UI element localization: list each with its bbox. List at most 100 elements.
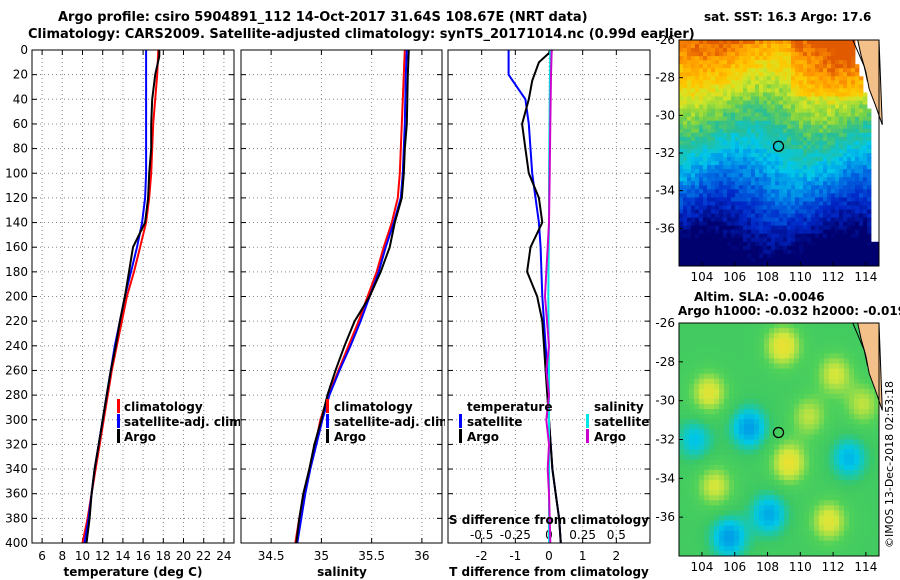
map-cell xyxy=(695,92,700,97)
map-cell xyxy=(874,414,880,420)
map-cell xyxy=(764,353,770,359)
map-cell xyxy=(799,485,805,491)
map-cell xyxy=(743,173,748,178)
map-cell xyxy=(687,177,692,182)
map-cell xyxy=(809,404,815,410)
map-cell xyxy=(819,132,824,138)
map-cell xyxy=(684,328,690,334)
map-cell xyxy=(843,245,848,251)
map-cell xyxy=(844,383,850,390)
map-cell xyxy=(739,40,744,45)
map-cell xyxy=(807,136,812,142)
map-cell xyxy=(723,56,728,61)
map-cell xyxy=(851,169,856,174)
map-cell xyxy=(839,424,845,430)
map-cell xyxy=(819,112,824,118)
map-cell xyxy=(867,165,872,170)
map-cell xyxy=(703,100,708,105)
map-cell xyxy=(874,404,880,410)
map-cell xyxy=(859,185,864,190)
map-cell xyxy=(847,144,852,150)
map-cell xyxy=(799,237,804,243)
map-cell xyxy=(684,510,690,516)
map-cell xyxy=(687,60,692,65)
map-cell xyxy=(751,261,756,267)
map-cell xyxy=(739,148,744,154)
map-cell xyxy=(749,520,755,527)
map-cell xyxy=(694,419,700,425)
map-cell xyxy=(707,48,712,53)
map-cell xyxy=(849,383,855,390)
map-cell xyxy=(864,368,870,375)
map-cell xyxy=(767,144,772,150)
map-cell xyxy=(729,510,735,516)
map-cell xyxy=(763,136,768,142)
map-cell xyxy=(771,124,776,130)
map-cell xyxy=(724,510,730,516)
map-cell xyxy=(729,540,735,547)
map-cell xyxy=(819,100,824,105)
map-cell xyxy=(727,52,732,57)
map-cell xyxy=(684,480,690,486)
map-cell xyxy=(724,459,730,466)
map-cell xyxy=(827,245,832,251)
map-cell xyxy=(839,464,845,471)
map-cell xyxy=(855,201,860,206)
map-cell xyxy=(754,469,760,476)
map-cell xyxy=(835,197,840,202)
map-cell xyxy=(811,249,816,255)
map-cell xyxy=(835,221,840,227)
map-cell xyxy=(767,56,772,61)
map-cell xyxy=(739,464,745,471)
map-cell xyxy=(735,213,740,218)
map-cell xyxy=(723,221,728,227)
map-cell xyxy=(759,353,765,359)
map-cell xyxy=(791,40,796,45)
map-cell xyxy=(827,197,832,202)
map-cell xyxy=(843,72,848,77)
map-cell xyxy=(799,444,805,451)
map-cell xyxy=(831,197,836,202)
map-cell xyxy=(767,116,772,122)
map-cell xyxy=(835,40,840,45)
map-cell xyxy=(735,80,740,85)
map-cell xyxy=(874,469,880,476)
map-cell xyxy=(703,96,708,101)
map-cell xyxy=(855,173,860,178)
map-cell xyxy=(829,338,835,344)
legend-swatch-argo xyxy=(117,429,120,443)
map-cell xyxy=(847,217,852,223)
map-cell xyxy=(747,189,752,194)
map-cell xyxy=(715,257,720,263)
map-cell xyxy=(819,414,825,420)
map-cell xyxy=(689,373,695,380)
series-argo xyxy=(295,49,410,544)
map-cell xyxy=(735,40,740,45)
map-cell xyxy=(789,469,795,476)
map-cell xyxy=(724,328,730,334)
map-cell xyxy=(803,120,808,126)
map-cell xyxy=(854,338,860,344)
map-cell xyxy=(783,221,788,227)
map-cell xyxy=(764,363,770,369)
map-cell xyxy=(807,245,812,251)
map-cell xyxy=(789,520,795,527)
map-cell xyxy=(834,535,840,542)
map-cell xyxy=(709,409,715,415)
map-cell xyxy=(723,193,728,198)
map-cell xyxy=(779,459,785,466)
map-cell xyxy=(779,108,784,114)
map-cell xyxy=(807,68,812,73)
map-cell xyxy=(839,353,845,359)
map-cell xyxy=(815,249,820,255)
map-cell xyxy=(743,165,748,170)
map-cell xyxy=(687,201,692,206)
map-cell xyxy=(827,96,832,101)
map-cell xyxy=(859,140,864,146)
map-cell xyxy=(695,233,700,239)
map-cell xyxy=(729,409,735,415)
map-cell xyxy=(739,545,745,552)
map-cell xyxy=(824,353,830,359)
map-cell xyxy=(854,454,860,461)
map-cell xyxy=(729,464,735,471)
